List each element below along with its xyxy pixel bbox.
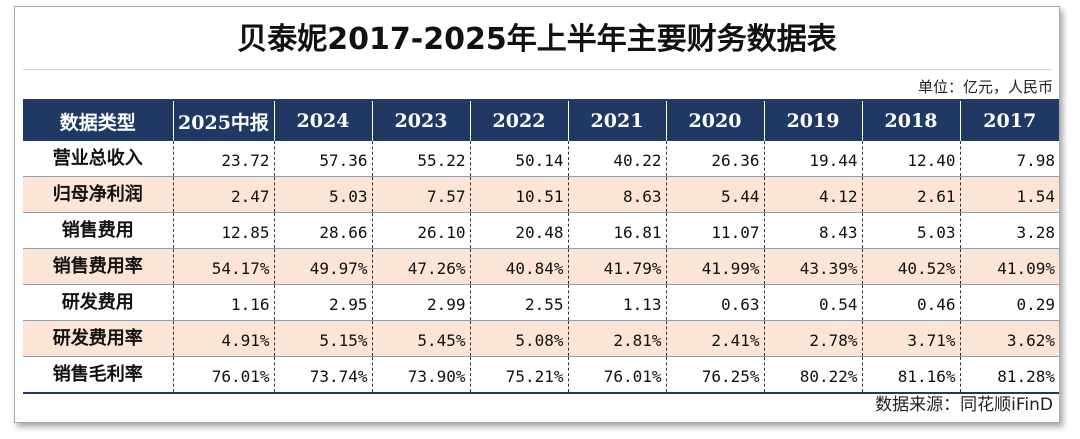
- table-cell: 1.54: [959, 176, 1059, 213]
- table-cell: 81.16%: [861, 356, 960, 394]
- header-cell: 2025中报: [172, 99, 274, 141]
- table-cell: 81.28%: [959, 356, 1059, 394]
- table-cell: 5.45%: [371, 320, 470, 357]
- table-cell: 12.40: [861, 141, 960, 177]
- table-cell: 41.79%: [567, 248, 666, 285]
- table-cell: 2.95: [273, 284, 372, 321]
- table-cell: 7.57: [371, 176, 470, 213]
- header-row: 数据类型 2025中报 2024 2023 2022 2021 2020 201…: [23, 99, 1059, 141]
- row-label: 销售毛利率: [23, 356, 173, 394]
- table-row: 销售毛利率 76.01% 73.74% 73.90% 75.21% 76.01% 76.25…: [23, 356, 1059, 394]
- header-cell: 数据类型: [23, 99, 173, 141]
- table-cell: 76.25%: [665, 356, 764, 394]
- table-cell: 5.03: [273, 176, 372, 213]
- table-cell: 1.16: [172, 284, 274, 321]
- unit-note: 单位：亿元，人民币: [917, 78, 1053, 96]
- table-cell: 73.90%: [371, 356, 470, 394]
- table-cell: 0.54: [763, 284, 862, 321]
- table-cell: 2.47: [172, 176, 274, 213]
- header-cell: 2018: [861, 99, 960, 141]
- table-row: 营业总收入 23.72 57.36 55.22 50.14 40.22 26.36 19.44…: [23, 141, 1059, 177]
- table-cell: 2.81%: [567, 320, 666, 357]
- table-cell: 73.74%: [273, 356, 372, 394]
- table-cell: 2.55: [469, 284, 568, 321]
- table-cell: 19.44: [763, 141, 862, 177]
- table-cell: 3.71%: [861, 320, 960, 357]
- header-cell: 2021: [567, 99, 666, 141]
- table-cell: 54.17%: [172, 248, 274, 285]
- table-row: 研发费用 1.16 2.95 2.99 2.55 1.13 0.63 0.54 0.46 0.29: [23, 284, 1059, 321]
- table-cell: 2.41%: [665, 320, 764, 357]
- header-cell: 2017: [959, 99, 1059, 141]
- table-row: 研发费用率 4.91% 5.15% 5.45% 5.08% 2.81% 2.41% 2.78%…: [23, 320, 1059, 357]
- table-cell: 26.36: [665, 141, 764, 177]
- table-cell: 55.22: [371, 141, 470, 177]
- row-label: 研发费用率: [23, 320, 173, 357]
- table-cell: 76.01%: [567, 356, 666, 394]
- table-cell: 40.52%: [861, 248, 960, 285]
- table-cell: 16.81: [567, 212, 666, 249]
- header-cell: 2024: [273, 99, 372, 141]
- table-cell: 80.22%: [763, 356, 862, 394]
- table-row: 销售费用 12.85 28.66 26.10 20.48 16.81 11.07 8.43 5.…: [23, 212, 1059, 249]
- table-cell: 23.72: [172, 141, 274, 177]
- table-cell: 75.21%: [469, 356, 568, 394]
- table-cell: 0.63: [665, 284, 764, 321]
- row-label: 销售费用: [23, 212, 173, 249]
- table-cell: 28.66: [273, 212, 372, 249]
- table-cell: 0.29: [959, 284, 1059, 321]
- table-cell: 5.44: [665, 176, 764, 213]
- table-cell: 5.15%: [273, 320, 372, 357]
- table-cell: 41.99%: [665, 248, 764, 285]
- table-cell: 0.46: [861, 284, 960, 321]
- header-cell: 2020: [665, 99, 764, 141]
- row-label: 研发费用: [23, 284, 173, 321]
- table-cell: 8.63: [567, 176, 666, 213]
- table-cell: 5.08%: [469, 320, 568, 357]
- table-cell: 49.97%: [273, 248, 372, 285]
- table-cell: 40.22: [567, 141, 666, 177]
- row-label: 营业总收入: [23, 141, 173, 177]
- row-label: 归母净利润: [23, 176, 173, 213]
- table-frame: 贝泰妮2017-2025年上半年主要财务数据表 单位：亿元，人民币 数据类型 2…: [14, 6, 1060, 423]
- table-cell: 4.91%: [172, 320, 274, 357]
- title-divider: [23, 69, 1051, 70]
- header-cell: 2019: [763, 99, 862, 141]
- table-cell: 3.28: [959, 212, 1059, 249]
- table-cell: 8.43: [763, 212, 862, 249]
- table-row: 销售费用率 54.17% 49.97% 47.26% 40.84% 41.79% 41.99…: [23, 248, 1059, 285]
- table-cell: 47.26%: [371, 248, 470, 285]
- table-cell: 2.78%: [763, 320, 862, 357]
- table-cell: 5.03: [861, 212, 960, 249]
- table-cell: 4.12: [763, 176, 862, 213]
- table-cell: 11.07: [665, 212, 764, 249]
- table-cell: 76.01%: [172, 356, 274, 394]
- table-cell: 26.10: [371, 212, 470, 249]
- row-label: 销售费用率: [23, 248, 173, 285]
- source-note: 数据来源：同花顺iFinD: [875, 395, 1053, 415]
- table-cell: 57.36: [273, 141, 372, 177]
- table-cell: 10.51: [469, 176, 568, 213]
- table-cell: 3.62%: [959, 320, 1059, 357]
- page-title: 贝泰妮2017-2025年上半年主要财务数据表: [237, 22, 837, 57]
- financial-table: 数据类型 2025中报 2024 2023 2022 2021 2020 201…: [23, 99, 1059, 394]
- table-cell: 1.13: [567, 284, 666, 321]
- table-cell: 2.99: [371, 284, 470, 321]
- header-cell: 2023: [371, 99, 470, 141]
- table-row: 归母净利润 2.47 5.03 7.57 10.51 8.63 5.44 4.12 2.61 1.…: [23, 176, 1059, 213]
- table-cell: 12.85: [172, 212, 274, 249]
- table-cell: 43.39%: [763, 248, 862, 285]
- table-cell: 2.61: [861, 176, 960, 213]
- header-cell: 2022: [469, 99, 568, 141]
- table-cell: 40.84%: [469, 248, 568, 285]
- table-cell: 7.98: [959, 141, 1059, 177]
- table-cell: 41.09%: [959, 248, 1059, 285]
- table-cell: 50.14: [469, 141, 568, 177]
- table-cell: 20.48: [469, 212, 568, 249]
